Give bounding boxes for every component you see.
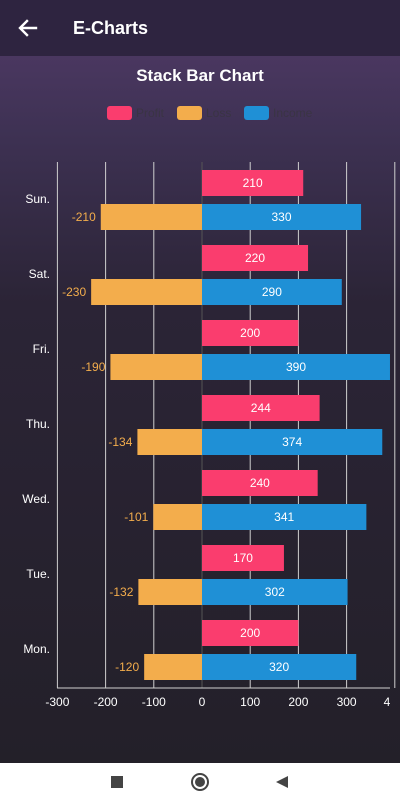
income-bar-0 (202, 204, 362, 230)
income-value-label-4: 341 (274, 510, 294, 524)
loss-value-label-0: -210 (72, 210, 96, 224)
y-category-label-3: Thu. (26, 417, 50, 431)
app-title: E-Charts (73, 17, 149, 38)
income-bar-3 (202, 429, 383, 455)
income-bar-6 (202, 654, 357, 680)
y-category-label-1: Sat. (29, 267, 50, 281)
back-nav-button[interactable] (262, 763, 302, 800)
legend-label-income: Income (273, 106, 313, 120)
app-bar: E-Charts (0, 0, 400, 56)
loss-value-label-4: -101 (124, 510, 148, 524)
loss-value-label-1: -230 (62, 285, 86, 299)
legend-label-profit: Profit (136, 106, 165, 120)
profit-value-label-5: 170 (233, 551, 253, 565)
chart-title: Stack Bar Chart (136, 66, 264, 85)
profit-value-label-6: 200 (240, 626, 260, 640)
loss-bar-2 (110, 354, 202, 380)
income-value-label-1: 290 (262, 285, 282, 299)
y-category-label-5: Tue. (26, 567, 50, 581)
chart-container (0, 56, 400, 763)
chart-legend: Profit Loss Income (0, 104, 400, 122)
profit-bar-2 (202, 320, 299, 346)
loss-bar-6 (144, 654, 202, 680)
income-bar-4 (202, 504, 367, 530)
loss-bar-0 (100, 204, 202, 230)
profit-value-label-1: 220 (245, 251, 265, 265)
y-category-label-6: Mon. (23, 642, 50, 656)
y-category-label-2: Fri. (33, 342, 50, 356)
back-button[interactable] (0, 0, 56, 56)
x-tick-label-1: -200 (94, 695, 118, 709)
profit-bar-0 (202, 170, 304, 196)
y-category-label-0: Sun. (25, 192, 50, 206)
x-tick-label-5: 200 (288, 695, 308, 709)
income-value-label-5: 302 (265, 585, 285, 599)
legend-label-loss: Loss (206, 106, 232, 120)
loss-bar-3 (137, 429, 202, 455)
profit-value-label-3: 244 (251, 401, 271, 415)
home-icon (191, 772, 209, 791)
profit-bar-1 (202, 245, 309, 271)
profit-bar-3 (202, 395, 320, 421)
legend-item-profit[interactable]: Profit (107, 104, 164, 122)
recent-apps-icon (111, 775, 123, 788)
profit-value-label-0: 210 (243, 176, 263, 190)
arrow-left-icon (18, 19, 38, 37)
loss-bar-1 (91, 279, 202, 305)
legend-swatch-profit (107, 106, 132, 120)
loss-value-label-6: -120 (115, 660, 139, 674)
x-tick-label-6: 300 (337, 695, 357, 709)
loss-value-label-2: -190 (81, 360, 105, 374)
income-value-label-2: 390 (286, 360, 306, 374)
profit-bar-4 (202, 470, 318, 496)
back-triangle-icon (276, 775, 288, 788)
loss-value-label-3: -134 (108, 435, 132, 449)
income-value-label-0: 330 (272, 210, 292, 224)
loss-bar-5 (138, 579, 202, 605)
income-bar-5 (202, 579, 348, 605)
loss-bar-4 (153, 504, 202, 530)
legend-item-loss[interactable]: Loss (177, 104, 231, 122)
loss-value-label-5: -132 (109, 585, 133, 599)
system-nav-bar (0, 763, 400, 800)
legend-swatch-income (244, 106, 269, 120)
legend-item-income[interactable]: Income (244, 104, 312, 122)
income-value-label-6: 320 (269, 660, 289, 674)
profit-bar-5 (202, 545, 284, 571)
profit-value-label-2: 200 (240, 326, 260, 340)
profit-bar-6 (202, 620, 299, 646)
x-tick-label-0: -300 (45, 695, 69, 709)
home-button[interactable] (180, 763, 220, 800)
x-tick-label-4: 100 (240, 695, 260, 709)
income-bar-2 (202, 354, 390, 380)
x-tick-label-2: -100 (142, 695, 166, 709)
profit-value-label-4: 240 (250, 476, 270, 490)
income-bar-1 (202, 279, 342, 305)
recent-apps-button[interactable] (97, 763, 137, 800)
y-category-label-4: Wed. (22, 492, 50, 506)
x-tick-label-3: 0 (199, 695, 206, 709)
income-value-label-3: 374 (282, 435, 302, 449)
x-tick-label-7: 4 (384, 695, 391, 709)
legend-swatch-loss (177, 106, 202, 120)
